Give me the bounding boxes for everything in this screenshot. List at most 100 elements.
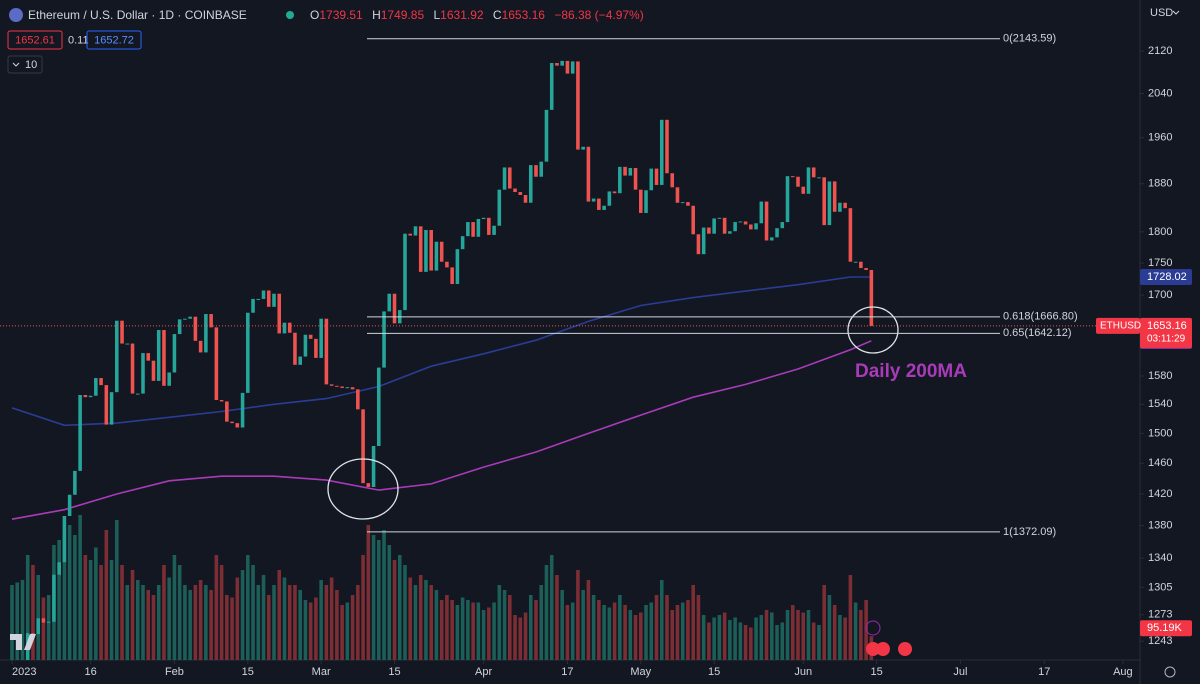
volume-bar: [141, 585, 145, 660]
candle: [832, 181, 837, 212]
volume-bar: [827, 595, 832, 660]
ask-box[interactable]: [86, 30, 142, 50]
volume-bar: [115, 520, 119, 660]
volume-bar: [701, 615, 706, 660]
indicators-count[interactable]: 10: [25, 59, 37, 71]
currency[interactable]: USD: [1150, 7, 1173, 19]
candle: [251, 298, 255, 313]
volume-bar: [78, 515, 82, 660]
volume-bar: [633, 615, 638, 660]
candle: [602, 205, 606, 210]
candle: [151, 360, 156, 381]
candle: [544, 109, 549, 162]
volume-bar: [843, 617, 847, 660]
candle: [796, 176, 800, 187]
candle: [193, 316, 198, 341]
candle: [225, 401, 229, 422]
candle: [728, 231, 732, 234]
volume-bar: [612, 602, 617, 660]
volume-bar: [156, 585, 161, 660]
candle: [392, 293, 397, 324]
event-icon[interactable]: [866, 642, 880, 656]
candle: [790, 176, 795, 178]
volume-bar: [712, 617, 716, 660]
ask[interactable]: 1652.72: [94, 34, 134, 46]
volume-bar: [246, 555, 250, 660]
volume-bar: [36, 575, 40, 660]
candle: [371, 446, 376, 488]
candle: [183, 318, 187, 320]
event-icon[interactable]: [876, 642, 890, 656]
volume-bar: [450, 600, 454, 660]
candle: [377, 367, 381, 447]
volume-bar: [523, 612, 528, 660]
symbol-icon[interactable]: [9, 8, 23, 22]
volume-bar: [57, 540, 61, 660]
volume-bar: [277, 570, 282, 660]
volume-bar: [754, 617, 758, 660]
volume-bar: [282, 577, 287, 660]
candle: [487, 217, 491, 235]
volume-bar: [581, 590, 585, 660]
volume-bar: [555, 575, 559, 660]
candle: [345, 387, 350, 389]
volume-bar: [497, 585, 502, 660]
volume-bar: [240, 570, 245, 660]
volume-bar: [429, 585, 433, 660]
candle: [329, 384, 334, 386]
volume-bar: [817, 625, 821, 660]
candle: [497, 189, 502, 226]
volume-bar: [172, 555, 177, 660]
candle: [115, 320, 119, 393]
event-icon[interactable]: [865, 620, 881, 636]
indicators-toggle[interactable]: [7, 55, 43, 74]
volume-bar: [125, 585, 130, 660]
volume-bar: [508, 595, 512, 660]
volume-bar: [439, 600, 444, 660]
overlay: [327, 306, 899, 520]
volume-bar: [518, 617, 523, 660]
volume-bar: [31, 565, 35, 660]
event-icons: [865, 620, 912, 656]
candle: [618, 166, 622, 194]
volume-value-label: 95.19K: [1147, 622, 1183, 634]
candle: [141, 353, 145, 394]
volume-bar: [832, 605, 837, 660]
volume-bar: [324, 585, 329, 660]
volume-bar: [476, 602, 481, 660]
volume-bar: [20, 580, 25, 660]
logo[interactable]: [10, 634, 36, 650]
event-icon[interactable]: [898, 642, 912, 656]
candle: [261, 290, 266, 299]
volume-bar: [308, 602, 313, 660]
candle: [282, 322, 287, 334]
y-tick-label: 1540: [1148, 398, 1172, 410]
candle: [476, 219, 481, 237]
candle: [853, 261, 858, 263]
candle: [675, 187, 680, 203]
volume-bar: [670, 610, 675, 660]
y-tick-label: 1580: [1148, 370, 1172, 382]
candle: [534, 165, 538, 177]
last-price-label: 1653.16: [1147, 320, 1187, 332]
bid-box[interactable]: [7, 30, 63, 50]
candle: [413, 226, 418, 236]
volume-bar: [99, 565, 103, 660]
volume-bar: [659, 580, 664, 660]
candle: [848, 208, 853, 262]
volume-bar: [586, 580, 591, 660]
bid[interactable]: 1652.61: [15, 34, 55, 46]
candle: [335, 385, 339, 387]
candle: [167, 372, 171, 386]
volume-bar: [675, 605, 680, 660]
candle: [434, 241, 439, 271]
candle: [188, 316, 192, 319]
symbol-title[interactable]: Ethereum / U.S. Dollar · 1D · COINBASE: [28, 8, 247, 22]
symbol-label: ETHUSD: [1100, 321, 1141, 332]
candle: [204, 314, 208, 353]
candle: [31, 633, 35, 635]
volume-bar: [717, 615, 722, 660]
volume-bar: [796, 610, 800, 660]
settings-icon[interactable]: [1164, 666, 1176, 678]
